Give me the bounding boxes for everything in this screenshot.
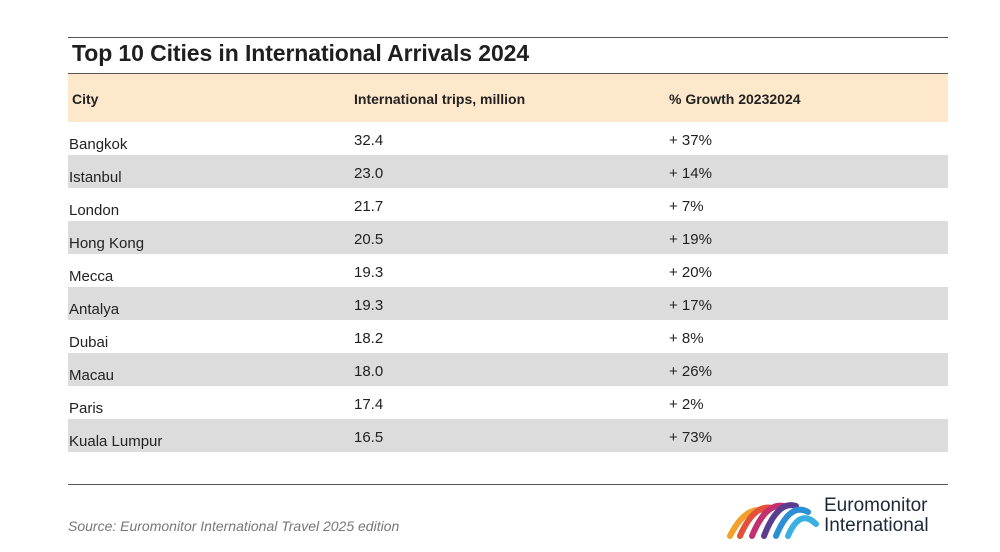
table-row: London 21.7 + 7%: [68, 188, 948, 221]
city-cell: Kuala Lumpur: [69, 433, 163, 450]
euromonitor-logo: Euromonitor International: [726, 494, 948, 540]
growth-cell: + 26%: [669, 363, 712, 380]
title-rule: [68, 73, 948, 74]
city-cell: Bangkok: [69, 136, 128, 153]
trips-cell: 19.3: [354, 264, 384, 281]
growth-cell: + 73%: [669, 429, 712, 446]
trips-cell: 23.0: [354, 165, 384, 182]
logo-arc: [761, 502, 799, 539]
trips-cell: 17.4: [354, 396, 384, 413]
table-row: Kuala Lumpur 16.5 + 73%: [68, 419, 948, 452]
bottom-rule: [68, 484, 948, 485]
table-row: Mecca 19.3 + 20%: [68, 254, 948, 287]
city-cell: Istanbul: [69, 169, 122, 186]
city-cell: Mecca: [69, 268, 114, 285]
header-trips: International trips, million: [354, 91, 526, 107]
arc-bridge-logo-icon: [727, 502, 819, 539]
trips-cell: 21.7: [354, 198, 384, 215]
logo-wordmark: Euromonitor International: [824, 496, 929, 536]
table-header: City International trips, million % Grow…: [68, 74, 948, 122]
logo-arc: [773, 506, 811, 539]
table-row: Hong Kong 20.5 + 19%: [68, 221, 948, 254]
logo-line-1: Euromonitor: [824, 495, 928, 516]
trips-cell: 32.4: [354, 132, 384, 149]
city-cell: Dubai: [69, 334, 109, 351]
table-row: Macau 18.0 + 26%: [68, 353, 948, 386]
growth-cell: + 17%: [669, 297, 712, 314]
table-row: Dubai 18.2 + 8%: [68, 320, 948, 353]
table-row: Antalya 19.3 + 17%: [68, 287, 948, 320]
trips-cell: 18.2: [354, 330, 384, 347]
trips-cell: 18.0: [354, 363, 384, 380]
growth-cell: + 14%: [669, 165, 712, 182]
top-rule: [68, 37, 948, 38]
city-cell: London: [69, 202, 120, 219]
growth-cell: + 7%: [669, 198, 704, 215]
growth-cell: + 37%: [669, 132, 712, 149]
table-row: Bangkok 32.4 + 37%: [68, 122, 948, 155]
logo-arc: [785, 515, 819, 539]
table-row: Istanbul 23.0 + 14%: [68, 155, 948, 188]
logo-line-2: International: [824, 515, 929, 536]
trips-cell: 19.3: [354, 297, 384, 314]
source-note: Source: Euromonitor International Travel…: [68, 518, 400, 534]
table-row: Paris 17.4 + 2%: [68, 386, 948, 419]
city-cell: Macau: [69, 367, 115, 384]
growth-cell: + 2%: [669, 396, 704, 413]
growth-cell: + 19%: [669, 231, 712, 248]
header-city: City: [72, 91, 99, 107]
city-cell: Hong Kong: [69, 235, 145, 252]
growth-cell: + 8%: [669, 330, 704, 347]
city-cell: Paris: [69, 400, 104, 417]
trips-cell: 20.5: [354, 231, 384, 248]
growth-cell: + 20%: [669, 264, 712, 281]
table-body: Bangkok 32.4 + 37% Istanbul 23.0 + 14% London 2…: [68, 122, 948, 452]
city-cell: Antalya: [69, 301, 120, 318]
table-title: Top 10 Cities in International Arrivals …: [72, 40, 530, 66]
header-growth: % Growth 20232024: [669, 91, 801, 107]
trips-cell: 16.5: [354, 429, 384, 446]
